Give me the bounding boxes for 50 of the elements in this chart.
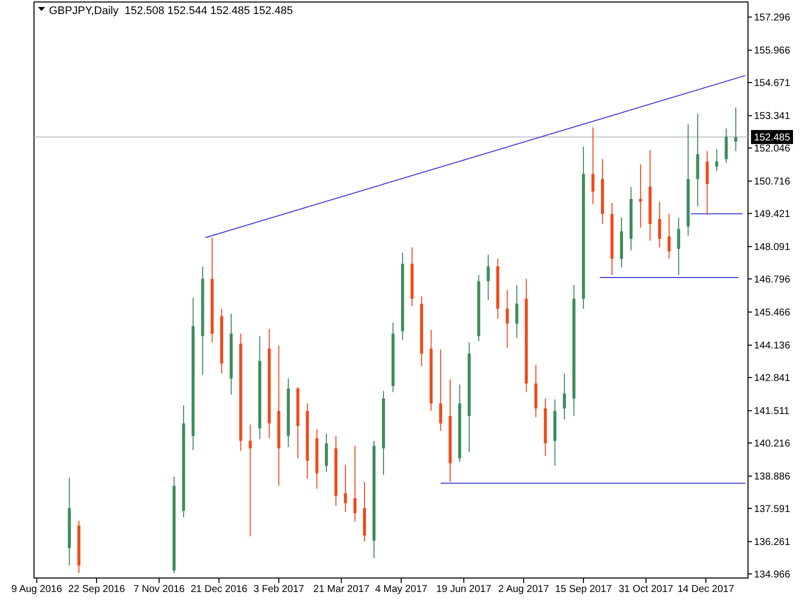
y-tick-label: 142.841 <box>754 372 791 384</box>
candlestick <box>639 164 642 228</box>
x-tick-label: 9 Aug 2016 <box>11 584 62 595</box>
candlestick <box>324 432 328 473</box>
candlestick <box>734 106 738 152</box>
x-tick-label: 31 Oct 2017 <box>618 584 674 595</box>
candlestick <box>562 373 566 420</box>
x-tick-label: 21 Dec 2016 <box>190 584 248 595</box>
chart-title: GBPJPY,Daily 152.508 152.544 152.485 152.485 <box>49 5 293 17</box>
y-tick-label: 144.136 <box>754 340 791 352</box>
y-tick-label: 146.796 <box>754 274 791 286</box>
y-tick-label: 157.296 <box>754 12 791 24</box>
y-tick-label: 138.886 <box>754 472 791 483</box>
x-tick-label: 21 Mar 2017 <box>313 584 370 595</box>
y-tick-label: 150.716 <box>754 176 791 188</box>
y-tick-label: 141.511 <box>754 406 790 418</box>
x-tick-label: 22 Sep 2016 <box>68 584 126 595</box>
x-tick-label: 3 Feb 2017 <box>253 584 305 595</box>
candlestick <box>515 284 518 338</box>
candlestick <box>724 128 728 164</box>
x-tick-label: 14 Dec 2017 <box>677 584 735 595</box>
y-tick-label: 140.216 <box>754 438 791 450</box>
candlestick <box>658 200 662 248</box>
y-tick-label: 149.421 <box>754 208 791 220</box>
y-tick-label: 152.046 <box>754 143 791 154</box>
y-tick-label: 148.091 <box>754 242 791 254</box>
candlestick <box>248 424 252 537</box>
y-tick-label: 134.966 <box>754 569 791 580</box>
y-tick-label: 137.591 <box>754 504 791 515</box>
candlestick <box>677 217 680 276</box>
x-tick-label: 4 May 2017 <box>375 584 428 595</box>
candlestick <box>344 464 347 512</box>
x-tick-label: 7 Nov 2016 <box>134 584 186 595</box>
candlestick <box>486 254 490 300</box>
ref-line-label: 152.485 <box>754 132 791 144</box>
candlestick <box>506 290 509 348</box>
candlestick <box>439 349 442 432</box>
y-tick-label: 155.966 <box>754 46 791 57</box>
candlestick <box>706 150 709 216</box>
candlestick <box>353 445 356 522</box>
y-tick-label: 136.261 <box>754 537 791 548</box>
candlestick <box>668 213 671 260</box>
y-tick-label: 153.341 <box>754 111 791 122</box>
y-tick-label: 145.466 <box>754 308 791 319</box>
x-tick-label: 19 Jun 2017 <box>436 584 492 595</box>
y-tick-label: 154.671 <box>754 78 791 90</box>
candlestick <box>591 126 594 204</box>
candlestick <box>715 148 718 172</box>
x-tick-label: 15 Sep 2017 <box>555 584 612 595</box>
x-tick-label: 2 Aug 2017 <box>498 584 550 595</box>
